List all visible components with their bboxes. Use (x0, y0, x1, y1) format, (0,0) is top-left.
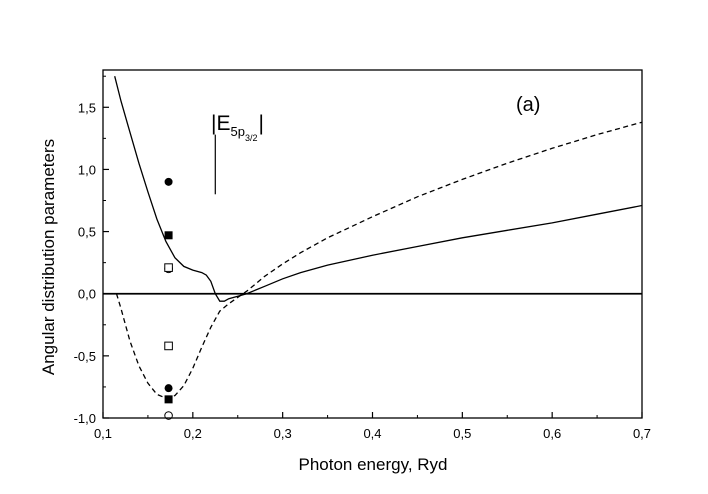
series-solid-curve (114, 76, 642, 302)
threshold-label-sub: 5p (230, 124, 244, 139)
threshold-label-close: | (258, 112, 263, 135)
y-tick-label: 1,0 (78, 162, 96, 177)
axes: 0,1 0,2 0,3 0,4 0,5 0,6 0,7 -1,0 -0,5 0,0 0,5 1,0 1,… (74, 69, 651, 441)
y-tick-label: -0,5 (74, 349, 96, 364)
threshold-label-main: |E (211, 112, 230, 135)
x-tick-label: 0,1 (94, 426, 112, 441)
x-tick-label: 0,5 (453, 426, 471, 441)
x-tick-label: 0,2 (184, 426, 202, 441)
marker-filled-circle (164, 384, 173, 393)
x-axis-title: Photon energy, Ryd (299, 455, 448, 474)
y-axis-title: Angular distribution parameters (39, 139, 58, 375)
series-dashed-curve (115, 121, 642, 399)
y-tick-label: -1,0 (74, 411, 96, 426)
y-tick-label: 1,5 (78, 100, 96, 115)
marker-filled-circle (164, 177, 173, 186)
x-tick-label: 0,6 (543, 426, 561, 441)
x-tick-label: 0,3 (274, 426, 292, 441)
threshold-label: |E5p3/2| (211, 112, 264, 143)
y-tick-label: 0,0 (78, 287, 96, 302)
x-tick-label: 0,7 (633, 426, 651, 441)
x-tick-label: 0,4 (363, 426, 381, 441)
marker-open-square (164, 263, 173, 272)
y-tick-label: 0,5 (78, 225, 96, 240)
marker-filled-square (164, 395, 173, 404)
panel-label: (a) (516, 94, 540, 116)
marker-filled-square (164, 231, 173, 240)
annotations: |E5p3/2| (211, 112, 264, 195)
threshold-label-subsub: 3/2 (245, 133, 258, 143)
marker-open-square (164, 341, 173, 351)
